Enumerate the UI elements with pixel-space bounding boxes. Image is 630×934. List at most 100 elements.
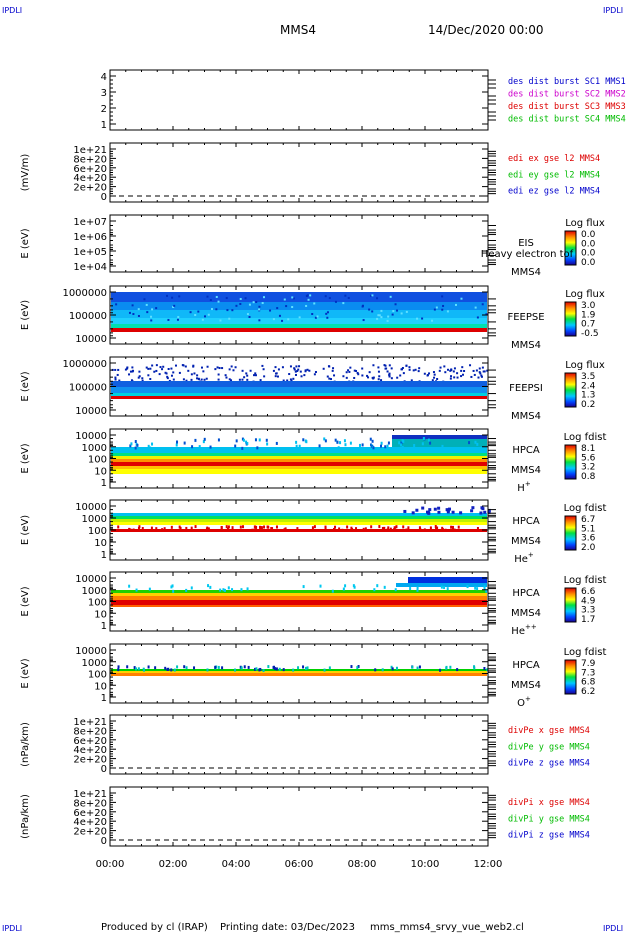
spectrogram-speck: [149, 378, 152, 381]
colorbar-tick-label: 5.6: [581, 453, 596, 463]
spectrogram-speck: [148, 587, 151, 591]
spectrogram-speck: [255, 525, 258, 529]
y-tick-label: 1000: [82, 443, 107, 454]
spectrogram-speck: [174, 364, 177, 367]
corner-label-bottom-left: IPDLI: [2, 924, 22, 933]
y-tick-label: 4e+20: [73, 745, 107, 756]
y-tick-label: 1000: [82, 514, 107, 525]
spectrogram-speck: [364, 527, 367, 531]
spectrogram-speck: [399, 374, 402, 377]
spectrogram-speck: [357, 665, 360, 669]
spectrogram-speck: [145, 366, 148, 369]
spectrogram-speck: [378, 525, 381, 529]
spectrogram-speck: [141, 377, 144, 380]
spectrogram-speck: [214, 665, 217, 669]
spectrogram-speck: [187, 369, 190, 372]
spectrogram-speck: [295, 365, 298, 368]
spectrogram-speck: [468, 441, 471, 445]
spectrogram-speck: [324, 439, 327, 443]
spectrogram-speck: [400, 312, 403, 315]
spectrogram-speck: [241, 378, 244, 381]
colorbar-tick-label: 6.6: [581, 587, 596, 597]
spectrogram-speck: [277, 368, 280, 371]
spectrogram-speck: [162, 365, 165, 368]
spectrogram-speck: [374, 668, 377, 672]
spectrogram-speck: [304, 666, 307, 670]
spectrogram-speck: [480, 375, 483, 378]
spectrogram-speck: [231, 588, 234, 592]
spectrogram-speck: [401, 368, 404, 371]
spectrogram-speck: [243, 665, 246, 669]
spectrogram-speck: [426, 510, 430, 514]
spectrogram-speck: [278, 667, 281, 671]
spectrogram-speck: [201, 318, 204, 321]
x-tick-label: 08:00: [348, 859, 377, 870]
spectrogram-speck: [481, 303, 484, 306]
spectrogram-speck: [117, 665, 120, 669]
spectrogram-speck: [170, 668, 173, 672]
spectrogram-speck: [391, 667, 394, 671]
spectrogram-speck: [349, 366, 352, 369]
spectrogram-band: [111, 669, 487, 671]
spectrogram-speck: [263, 375, 266, 378]
spectrogram-speck: [393, 527, 396, 531]
spectrogram-speck: [297, 368, 300, 371]
spectrogram-speck: [459, 511, 463, 515]
spectrogram-speck: [316, 315, 319, 318]
spectrogram-speck: [240, 588, 243, 592]
spectrogram-speck: [196, 377, 199, 380]
instrument-label: HPCA: [512, 516, 540, 527]
y-tick-label: 10: [94, 609, 107, 620]
legend-entry: edi ex gse l2 MMS4: [508, 154, 600, 164]
spectrogram-speck: [334, 525, 337, 529]
x-tick-label: 10:00: [411, 859, 440, 870]
spectrogram-speck: [255, 300, 258, 303]
spectrogram-speck: [483, 666, 486, 670]
spectrogram-speck: [361, 367, 364, 370]
spacecraft-label: MMS4: [511, 608, 541, 619]
spectrogram-speck: [471, 506, 475, 510]
spectrogram-speck: [368, 371, 371, 374]
spectrogram-speck: [253, 528, 256, 532]
spectrogram-speck: [481, 507, 485, 511]
spectrogram-speck: [361, 374, 364, 377]
spectrogram-speck: [476, 587, 479, 591]
spectrogram-speck: [302, 665, 305, 669]
spectrogram-speck: [478, 371, 481, 374]
colorbar-tick-label: 7.9: [581, 659, 596, 669]
spectrogram-speck: [324, 526, 327, 530]
spectrogram-speck: [302, 438, 305, 442]
spectrogram-speck: [331, 369, 334, 372]
spectrogram-speck: [128, 584, 131, 588]
spectrogram-speck: [437, 506, 441, 510]
y-tick-label: 100: [88, 598, 107, 609]
spectrogram-speck: [170, 585, 173, 589]
y-axis-label: (nPa/km): [20, 722, 31, 767]
spacecraft-label: MMS4: [511, 411, 541, 422]
y-tick-label: 6e+20: [73, 736, 107, 747]
colorbar-tick-label: 2.0: [581, 543, 596, 553]
spectrogram-speck: [446, 587, 449, 591]
spectrogram-speck: [137, 667, 140, 671]
spectrogram-speck: [350, 665, 353, 669]
spectrogram-speck: [225, 297, 228, 300]
spectrogram-speck: [216, 366, 219, 369]
spectrogram-speck: [116, 373, 119, 376]
spectrogram-patch: [392, 435, 487, 439]
spectrogram-speck: [258, 438, 261, 442]
spectrogram-speck: [449, 369, 452, 372]
spectrogram-speck: [470, 375, 473, 378]
panel-frame: [109, 69, 489, 131]
spectrogram-speck: [263, 525, 266, 529]
spectrogram-speck: [444, 371, 447, 374]
spectrogram-speck: [227, 586, 230, 590]
spectrogram-speck: [302, 585, 305, 589]
spectrogram-speck: [311, 312, 314, 315]
spectrogram-speck: [151, 442, 154, 446]
spectrogram-speck: [322, 367, 325, 370]
spectrogram-speck: [171, 296, 174, 299]
colorbar: [564, 659, 577, 695]
spectrogram-speck: [405, 310, 408, 313]
spectrogram-speck: [373, 588, 376, 592]
spectrogram-speck: [159, 366, 162, 369]
